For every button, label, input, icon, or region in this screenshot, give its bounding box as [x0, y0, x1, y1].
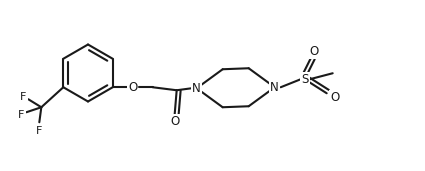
- Text: F: F: [36, 126, 42, 136]
- Text: S: S: [301, 73, 309, 86]
- Text: N: N: [192, 82, 201, 95]
- Text: O: O: [128, 81, 137, 94]
- Text: F: F: [20, 92, 26, 102]
- Text: O: O: [170, 115, 179, 128]
- Text: O: O: [330, 91, 339, 104]
- Text: F: F: [18, 110, 25, 120]
- Text: O: O: [309, 45, 318, 58]
- Text: N: N: [270, 81, 279, 94]
